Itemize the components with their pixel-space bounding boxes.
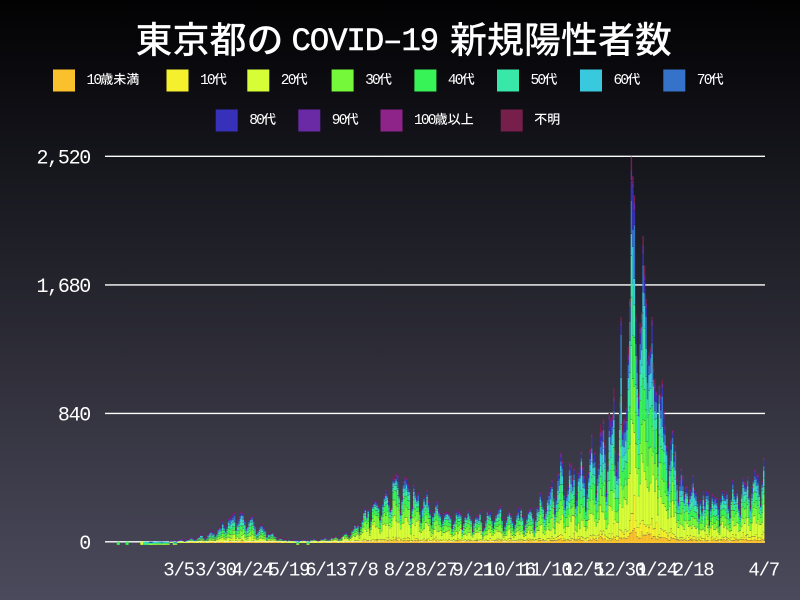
svg-text:COVID–19: COVID–19 (292, 23, 438, 60)
svg-text:8/2: 8/2 (384, 560, 415, 582)
svg-text:70: 70 (697, 73, 712, 89)
svg-text:8/27: 8/27 (415, 560, 456, 582)
svg-text:80: 80 (249, 113, 264, 129)
svg-text:3/5: 3/5 (163, 560, 194, 582)
svg-text:10: 10 (200, 73, 215, 89)
svg-text:840: 840 (58, 404, 90, 427)
svg-text:30: 30 (365, 73, 380, 89)
svg-text:10/16: 10/16 (484, 560, 536, 582)
svg-text:3/30: 3/30 (195, 560, 237, 582)
svg-text:5/19: 5/19 (268, 560, 310, 582)
svg-text:50: 50 (531, 73, 546, 89)
svg-text:7/8: 7/8 (347, 560, 378, 582)
svg-text:9/21: 9/21 (452, 560, 494, 582)
svg-text:6/13: 6/13 (305, 560, 347, 582)
svg-text:1/24: 1/24 (636, 560, 678, 582)
svg-text:100: 100 (414, 113, 436, 129)
svg-text:4/7: 4/7 (748, 560, 779, 582)
svg-text:11/10: 11/10 (521, 560, 573, 582)
svg-text:2,520: 2,520 (36, 147, 90, 170)
svg-text:0: 0 (79, 533, 90, 556)
svg-text:20: 20 (281, 73, 296, 89)
svg-text:10: 10 (87, 73, 102, 89)
svg-text:90: 90 (332, 113, 347, 129)
svg-text:12/30: 12/30 (594, 560, 646, 582)
svg-text:12/5: 12/5 (562, 560, 604, 582)
svg-text:2/18: 2/18 (673, 560, 715, 582)
svg-text:40: 40 (448, 73, 463, 89)
svg-text:60: 60 (614, 73, 629, 89)
svg-text:4/24: 4/24 (232, 560, 274, 582)
svg-text:1,680: 1,680 (36, 276, 90, 299)
